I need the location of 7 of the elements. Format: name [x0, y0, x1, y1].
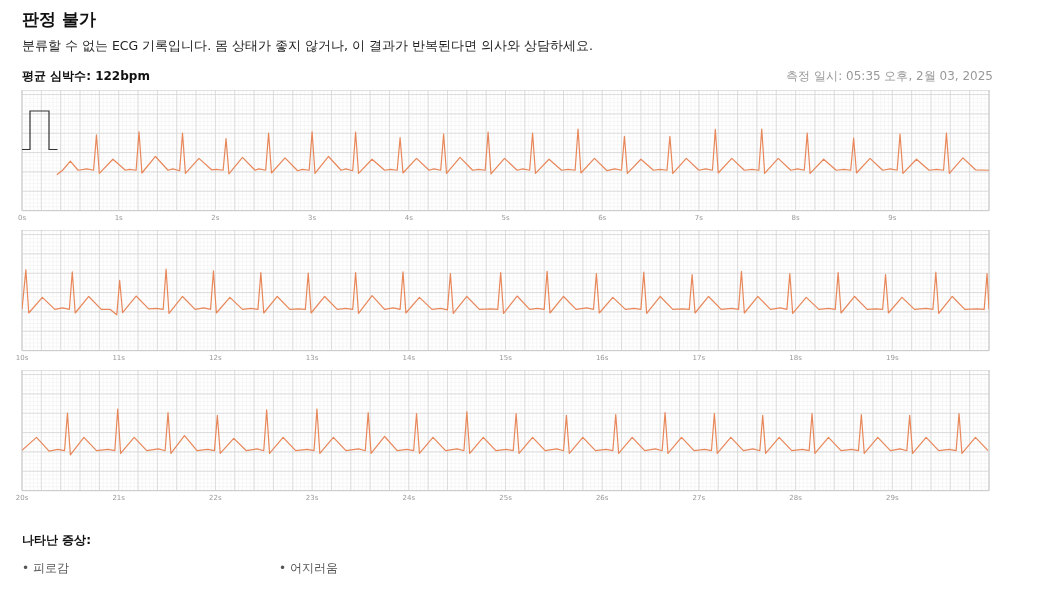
text: • 피로감: [22, 560, 69, 577]
chart-subtitle: 분류할 수 없는 ECG 기록입니다. 몸 상태가 좋지 않거나, 이 결과가 반복된다면 의사와 상담하세요.: [22, 38, 593, 55]
text: 측정 일시: 05:35 오후, 2월 03, 2025: [786, 68, 993, 85]
text: 평균 심박수: 122bpm: [22, 68, 150, 85]
text: 나타난 증상:: [22, 532, 91, 549]
text: • 어지러움: [279, 560, 338, 577]
chart-title: 판정 불가: [22, 8, 96, 31]
